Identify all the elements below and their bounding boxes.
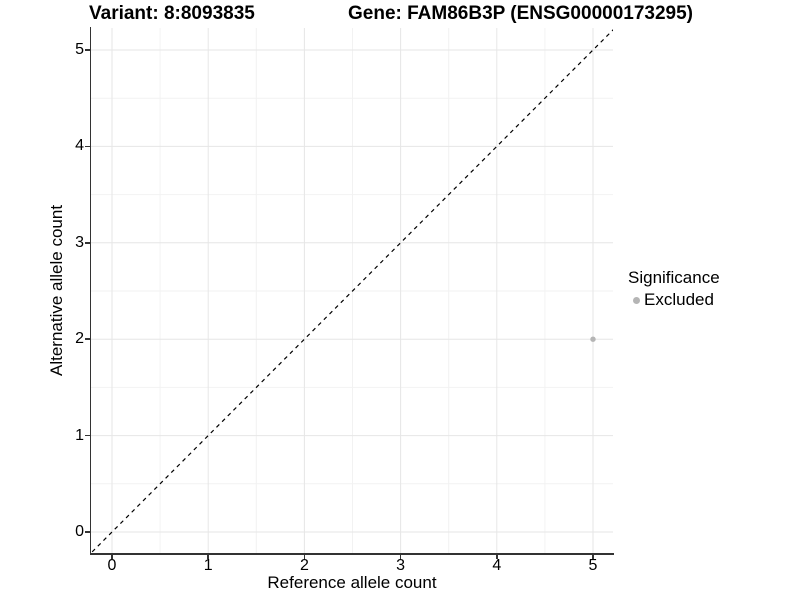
y-tick-label: 5: [75, 41, 84, 58]
y-tick-label: 4: [75, 137, 84, 155]
y-tick-mark: [85, 531, 90, 533]
y-tick-mark: [85, 338, 90, 340]
title-gene: Gene: FAM86B3P (ENSG00000173295): [348, 3, 693, 24]
x-axis-title: Reference allele count: [267, 573, 437, 592]
y-tick-mark: [85, 145, 90, 148]
y-tick-mark: [85, 49, 90, 51]
data-point: [590, 336, 596, 342]
y-tick-label: 3: [75, 233, 84, 251]
title-variant: Variant: 8:8093835: [89, 3, 255, 24]
plot-panel: [91, 28, 613, 553]
x-tick-mark: [592, 554, 594, 559]
legend-item-label: Excluded: [644, 290, 714, 309]
legend-key: [628, 296, 644, 304]
x-tick-mark: [207, 554, 209, 559]
x-tick-label: 3: [396, 557, 406, 574]
y-tick-label: 0: [75, 523, 84, 540]
y-tick-label: 1: [75, 426, 84, 444]
x-tick-mark: [399, 554, 402, 559]
x-tick-label: 4: [492, 557, 502, 574]
legend-title: Significance: [628, 268, 720, 287]
y-tick-mark: [85, 434, 90, 437]
x-tick-mark: [111, 554, 113, 559]
x-tick-label: 5: [588, 557, 598, 574]
x-tick-mark: [496, 554, 498, 559]
scatter-plot: [91, 28, 613, 553]
x-tick-label: 1: [203, 557, 213, 574]
legend-item-excluded: Excluded: [628, 290, 720, 310]
legend: Significance Excluded: [628, 268, 720, 310]
y-axis-title: Alternative allele count: [47, 204, 66, 377]
x-axis-line: [89, 553, 614, 555]
x-tick-mark: [303, 554, 306, 559]
y-tick-mark: [85, 242, 90, 244]
excluded-point-icon: [632, 296, 640, 304]
x-tick-label: 0: [107, 557, 117, 574]
x-tick-label: 2: [299, 557, 309, 574]
y-axis-line: [89, 27, 91, 555]
y-tick-label: 2: [75, 330, 84, 348]
